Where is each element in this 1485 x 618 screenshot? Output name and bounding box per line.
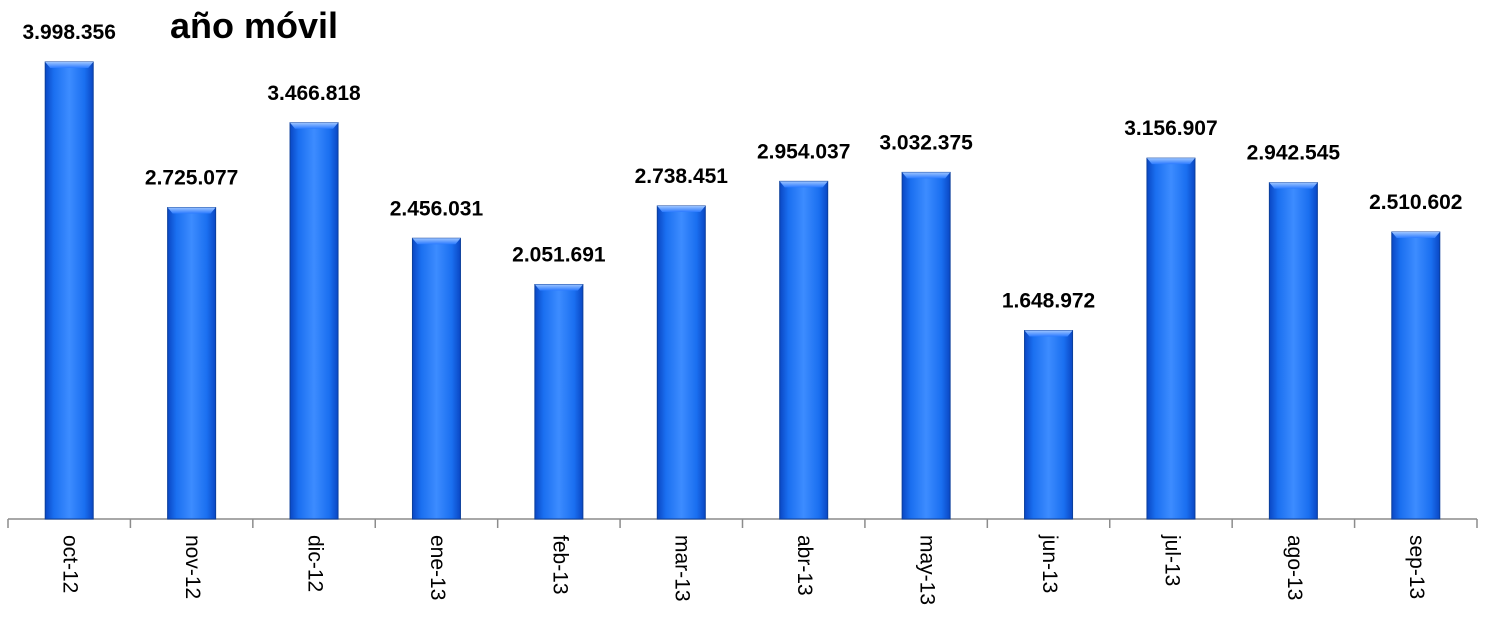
bar-bevel (45, 62, 94, 68)
bar-bevel (290, 122, 339, 129)
data-label: 3.998.356 (22, 21, 115, 44)
bar-bevel (1391, 232, 1440, 239)
bar-body (167, 207, 217, 520)
bar-bevel (167, 207, 216, 214)
bar (901, 171, 951, 520)
bar-body (779, 180, 829, 520)
bar-bevel (902, 172, 951, 179)
data-label: 2.942.545 (1247, 142, 1341, 165)
data-label: 3.032.375 (879, 131, 973, 154)
bar (779, 180, 829, 520)
data-label: 2.456.031 (390, 197, 484, 220)
data-label: 2.510.602 (1369, 191, 1462, 214)
bar (534, 283, 584, 520)
bar (167, 207, 217, 520)
bar-body (1391, 231, 1441, 520)
bar (1024, 330, 1074, 520)
bar-body (1268, 182, 1318, 520)
bar-bevel (1146, 158, 1195, 165)
data-label: 2.725.077 (145, 167, 238, 190)
data-label: 2.051.691 (512, 243, 606, 266)
x-tick-label: ene-13 (426, 535, 449, 600)
data-label: 3.156.907 (1124, 117, 1217, 140)
x-tick-label: jun-13 (1038, 534, 1061, 593)
bar (289, 122, 339, 520)
x-tick-label: sep-13 (1405, 535, 1428, 599)
bar-bevel (1269, 182, 1318, 189)
bar (1146, 157, 1196, 520)
chart-title: año móvil (170, 5, 339, 46)
data-label: 2.954.037 (757, 140, 850, 163)
data-label: 2.738.451 (635, 165, 729, 188)
bar (656, 205, 706, 520)
x-tick-label: abr-13 (793, 535, 816, 596)
bar-body (289, 122, 339, 520)
bar-body (656, 205, 706, 520)
x-tick-label: jul-13 (1160, 534, 1183, 586)
data-label: 3.466.818 (267, 82, 361, 105)
bar-body (411, 237, 461, 520)
bar (411, 237, 461, 520)
bar (1268, 182, 1318, 520)
bar-bevel (1024, 330, 1073, 337)
bar-bevel (657, 206, 706, 213)
bar (44, 61, 94, 520)
x-tick-label: nov-12 (181, 535, 204, 599)
x-tick-label: ago-13 (1283, 535, 1306, 600)
x-tick-label: oct-12 (59, 535, 82, 593)
bar (1391, 231, 1441, 520)
bar-body (1146, 157, 1196, 520)
bar-body (901, 171, 951, 520)
bar-body (1024, 330, 1074, 520)
x-tick-label: mar-13 (671, 535, 694, 602)
bar-body (44, 61, 94, 520)
x-tick-label: may-13 (916, 535, 939, 605)
x-tick-label: feb-13 (548, 535, 571, 595)
bar-bevel (412, 238, 461, 245)
bar-bevel (779, 181, 828, 188)
data-label: 1.648.972 (1002, 290, 1095, 313)
bar-body (534, 283, 584, 520)
bar-bevel (534, 284, 583, 291)
x-tick-label: dic-12 (303, 535, 326, 592)
